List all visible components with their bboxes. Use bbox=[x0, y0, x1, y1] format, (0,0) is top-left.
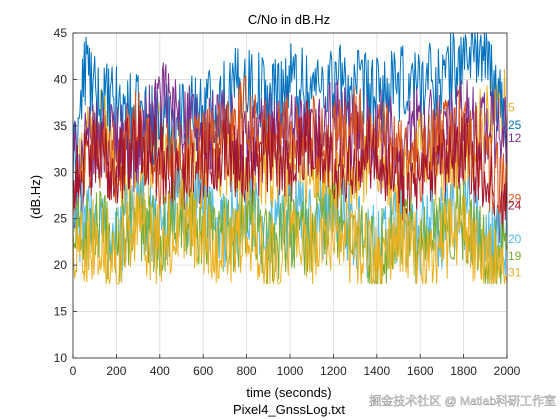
series-group bbox=[72, 32, 508, 285]
series-label-29: 29 bbox=[508, 191, 522, 205]
y-tick-label: 30 bbox=[54, 165, 68, 179]
watermark: 掘金技术社区 @ Matlab科研工作室 bbox=[369, 393, 556, 408]
y-tick-label: 40 bbox=[54, 72, 68, 86]
series-label-25: 25 bbox=[508, 118, 522, 132]
x-tick-label: 1000 bbox=[277, 364, 304, 378]
y-axis-label: (dB.Hz) bbox=[28, 175, 43, 219]
x-tick-label: 200 bbox=[106, 364, 126, 378]
ticks bbox=[72, 32, 508, 359]
y-tick-label: 10 bbox=[54, 351, 68, 365]
series-label-19: 19 bbox=[508, 249, 522, 263]
x-tick-label: 0 bbox=[70, 364, 77, 378]
series-line-19 bbox=[72, 179, 508, 285]
x-tick-label: 600 bbox=[193, 364, 213, 378]
x-tick-label: 400 bbox=[150, 364, 170, 378]
sub-caption: Pixel4_GnssLog.txt bbox=[233, 402, 345, 417]
chart-title: C/No in dB.Hz bbox=[248, 12, 330, 27]
x-tick-label: 1400 bbox=[363, 364, 390, 378]
x-tick-label: 800 bbox=[237, 364, 257, 378]
series-label-24: 24 bbox=[508, 199, 522, 213]
x-tick-labels: 0 200 400 600 800 1000 1200 1400 1600 1800 2000 bbox=[70, 364, 521, 378]
y-tick-label: 15 bbox=[54, 305, 68, 319]
series-label-20: 20 bbox=[508, 232, 522, 246]
series-line-31 bbox=[72, 178, 508, 285]
x-tick-label: 1800 bbox=[450, 364, 477, 378]
series-line-25 bbox=[72, 32, 508, 188]
series-label-5: 5 bbox=[508, 100, 515, 114]
x-axis-label: time (seconds) bbox=[246, 385, 331, 400]
x-tick-label: 2000 bbox=[494, 364, 521, 378]
y-tick-label: 45 bbox=[54, 26, 68, 40]
y-tick-label: 25 bbox=[54, 212, 68, 226]
series-label-12: 12 bbox=[508, 131, 522, 145]
y-tick-label: 35 bbox=[54, 119, 68, 133]
x-tick-label: 1200 bbox=[320, 364, 347, 378]
x-tick-label: 1600 bbox=[407, 364, 434, 378]
y-tick-labels: 10 15 20 25 30 35 40 45 bbox=[54, 26, 68, 365]
y-tick-label: 20 bbox=[54, 258, 68, 272]
series-line-24 bbox=[72, 100, 508, 244]
series-label-31: 31 bbox=[508, 266, 522, 280]
